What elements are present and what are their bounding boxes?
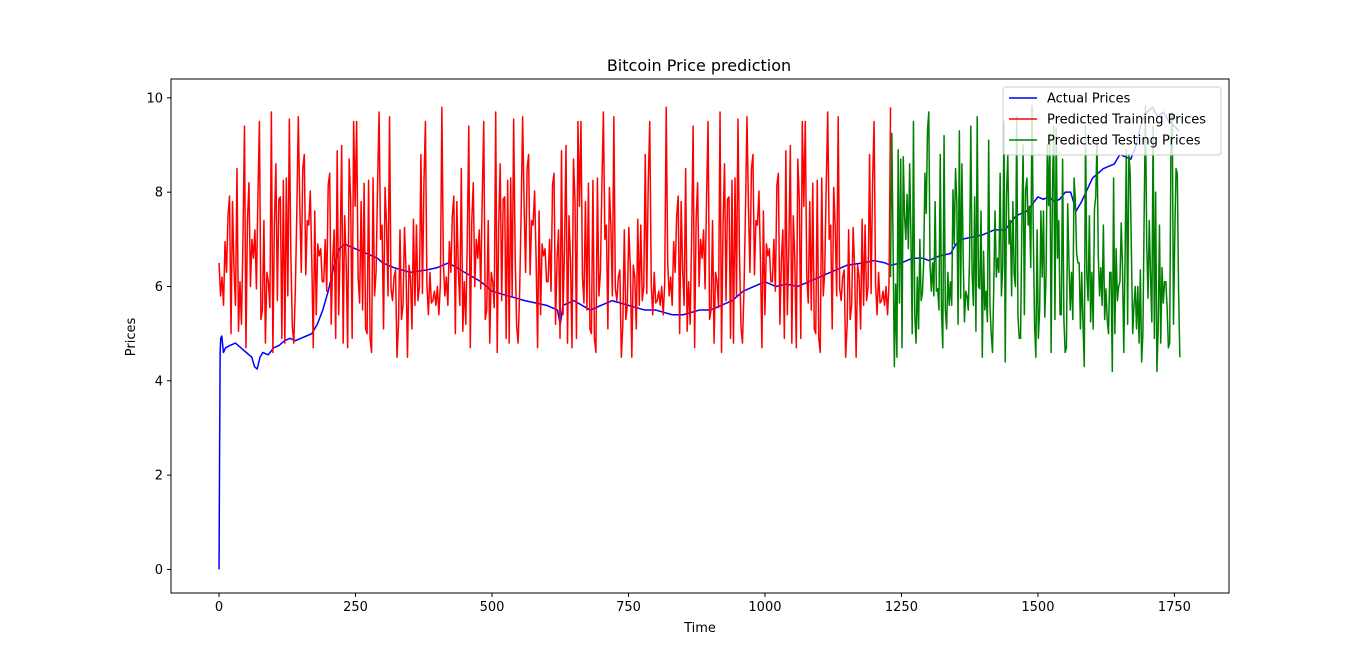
legend-box	[1002, 86, 1222, 156]
series-line-2	[218, 106, 892, 358]
x-tick-label: 500	[480, 600, 505, 615]
legend-label: Predicted Training Prices	[1047, 113, 1206, 128]
x-tick-label: 0	[215, 600, 223, 615]
x-tick-label: 250	[343, 600, 368, 615]
x-tick-label: 1250	[885, 600, 918, 615]
legend-label: Actual Prices	[1047, 92, 1131, 107]
x-axis-label: Time	[683, 621, 716, 636]
y-axis-label: Prices	[124, 318, 139, 357]
x-axis: 0 250 500 750 1000 1250 1500 1750	[215, 593, 1191, 615]
series-line-1	[218, 106, 1180, 570]
legend-label: Predicted Testing Prices	[1047, 134, 1201, 149]
series-line-3	[889, 105, 1181, 373]
y-tick-label: 8	[155, 186, 163, 201]
y-axis: 0 2 4 6 8 10	[146, 91, 171, 578]
x-tick-label: 1750	[1158, 600, 1191, 615]
y-tick-label: 0	[155, 563, 163, 578]
chart-title: Bitcoin Price prediction	[607, 56, 791, 75]
y-tick-label: 6	[155, 280, 163, 295]
x-tick-label: 750	[616, 600, 641, 615]
x-tick-label: 1000	[748, 600, 781, 615]
y-tick-label: 10	[146, 91, 163, 106]
x-tick-label: 1500	[1021, 600, 1054, 615]
y-tick-label: 2	[155, 469, 163, 484]
y-tick-label: 4	[155, 374, 163, 389]
legend: Actual Prices Predicted Training Prices Pr…	[1002, 86, 1222, 156]
plot-frame	[170, 78, 1230, 594]
series-layer	[218, 105, 1181, 570]
